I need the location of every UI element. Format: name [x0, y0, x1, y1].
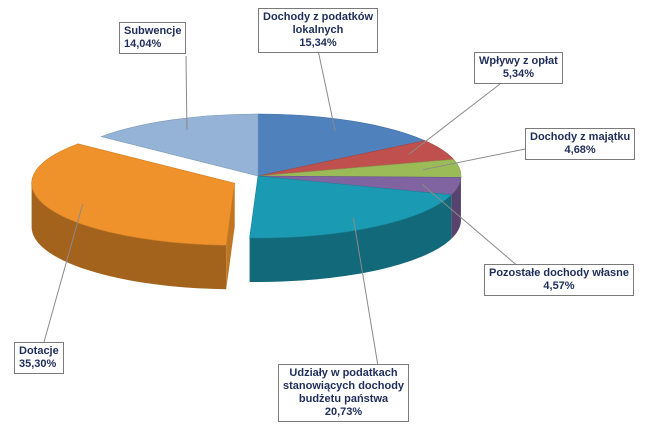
- slice-value: 4,57%: [543, 280, 575, 292]
- leader-line-1: [408, 83, 501, 155]
- callout-dochody-z-majatku: Dochody z majątku 4,68%: [525, 128, 636, 160]
- slice-value: 14,04%: [124, 38, 162, 50]
- slice-label: Pozostałe dochody własne: [489, 267, 629, 279]
- leader-line-6: [185, 55, 188, 131]
- leader-line-3: [421, 184, 521, 269]
- callout-podatki-lokalne: Dochody z podatków lokalnych 15,34%: [258, 8, 378, 53]
- slice-label: Subwencje: [124, 25, 182, 37]
- callout-dotacje: Dotacje 35,30%: [14, 342, 64, 374]
- slice-label: Dochody z majątku: [530, 131, 631, 143]
- slice-label: Udziały w podatkach stanowiących dochody…: [283, 367, 405, 405]
- leader-lines: [43, 49, 541, 367]
- leader-line-0: [317, 49, 336, 132]
- callout-subwencje: Subwencje 14,04%: [119, 22, 187, 54]
- slice-udzia-y-w-podatkach-stanowi-cych-dochody-bud-etu-pa-stwa: [249, 175, 453, 239]
- slice-value: 15,34%: [299, 37, 337, 49]
- callout-wplywy-z-oplat: Wpływy z opłat 5,34%: [474, 52, 563, 84]
- slice-subwencje: [100, 113, 259, 177]
- slice-label: Wpływy z opłat: [479, 55, 558, 67]
- leader-line-2: [423, 145, 541, 171]
- slice-value: 35,30%: [19, 358, 57, 370]
- callout-pozostale-dochody: Pozostałe dochody własne 4,57%: [484, 264, 634, 296]
- slice-dotacje: [31, 143, 235, 246]
- pie-tops: [31, 113, 462, 246]
- leader-line-5: [43, 203, 84, 343]
- callout-udzialy: Udziały w podatkach stanowiących dochody…: [278, 364, 410, 422]
- slice-value: 20,73%: [324, 406, 363, 418]
- slice-label: Dotacje: [19, 345, 59, 357]
- leader-line-4: [352, 217, 379, 367]
- slice-value: 5,34%: [502, 68, 535, 80]
- slice-value: 4,68%: [564, 144, 596, 156]
- slice-label: Dochody z podatków lokalnych: [263, 11, 373, 36]
- slice-dochody-z-podatk-w-lokalnych: [257, 113, 426, 177]
- slice-side-4: [249, 194, 452, 282]
